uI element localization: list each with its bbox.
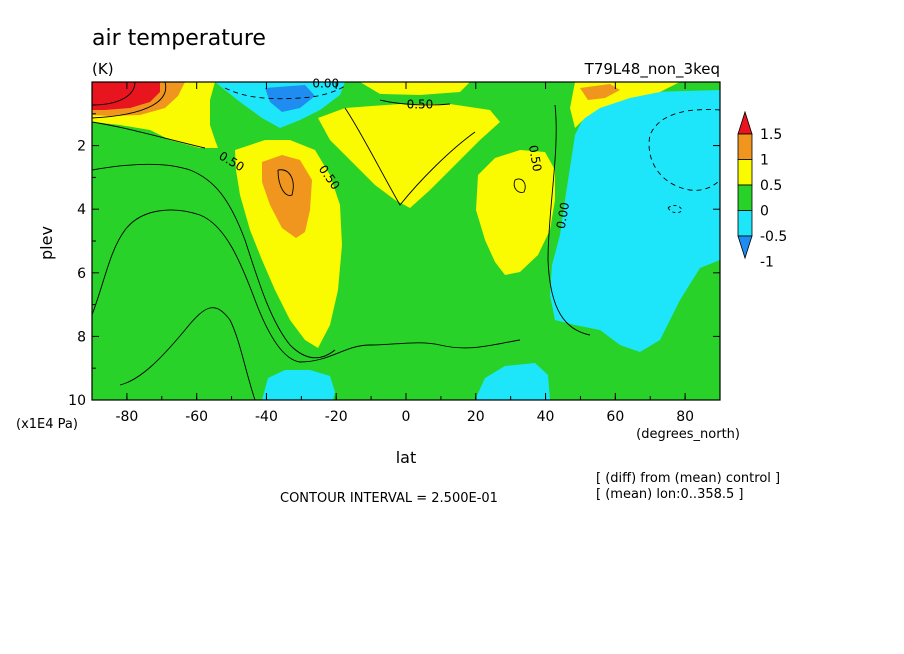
- colorbar-label: -1: [760, 255, 774, 271]
- x-tick-label: 80: [676, 409, 694, 425]
- colorbar-bottom-arrow: [737, 235, 753, 260]
- units-label: (K): [92, 60, 114, 78]
- chart-title: air temperature: [92, 26, 266, 51]
- contour-line-west-c: [92, 163, 336, 359]
- y-axis: 2 4 6 8 10: [68, 113, 720, 409]
- colorbar-top-arrow: [737, 110, 753, 135]
- fill-cyan-bottom-right: [475, 363, 550, 400]
- y-tick-label: 2: [77, 139, 86, 155]
- x-axis-title: lat: [396, 448, 417, 467]
- colorbar-segment: [737, 210, 753, 237]
- contour-line-tongue-inner: [277, 169, 294, 196]
- contour-line-east-inner: [513, 178, 526, 193]
- fill-cyan-bottom-left: [262, 370, 335, 400]
- x-tick-label: 60: [606, 409, 624, 425]
- note-mean: [ (mean) lon:0..358.5 ]: [596, 487, 744, 502]
- y-tick-label: 4: [77, 202, 86, 218]
- y-tick-label: 10: [68, 393, 86, 409]
- contour-line-top: [379, 99, 451, 106]
- contour-label: 0.00: [312, 77, 339, 91]
- colorbar: 1.5 1 0.5 0 -0.5 -1: [737, 110, 787, 271]
- fill-red-west: [92, 82, 160, 110]
- fill-yellow-center: [318, 104, 500, 208]
- contour-label: 0.50: [407, 97, 434, 111]
- contour-interval-text: CONTOUR INTERVAL = 2.500E-01: [280, 491, 498, 506]
- fill-yellow-topband: [360, 82, 470, 95]
- x-tick-label: -80: [115, 409, 138, 425]
- fill-orange-tongue: [262, 155, 312, 238]
- x-tick-label: 40: [537, 409, 555, 425]
- contour-label: 0.50: [526, 144, 544, 173]
- fill-orange-ne: [580, 84, 620, 100]
- contour-line-west-e: [92, 82, 167, 119]
- colorbar-segment: [737, 184, 753, 211]
- contour-field: [92, 82, 720, 400]
- x-tick-label: 0: [402, 409, 411, 425]
- x-tick-label: -60: [185, 409, 208, 425]
- colorbar-label: -0.5: [760, 229, 787, 245]
- contour-label: 0.00: [554, 201, 572, 230]
- y-tick-label: 8: [77, 329, 86, 345]
- contour-line-mid: [344, 107, 476, 206]
- y-tick-label: 6: [77, 266, 86, 282]
- colorbar-segment: [737, 133, 753, 160]
- x-tick-label: 20: [467, 409, 485, 425]
- fill-yellow-east: [476, 150, 555, 275]
- colorbar-label: 0: [760, 204, 769, 220]
- contour-line-west-d: [92, 121, 206, 149]
- y-axis-title: plev: [37, 226, 56, 260]
- contour-lines: [92, 82, 720, 400]
- fill-yellow-tongue: [235, 140, 342, 348]
- colorbar-label: 1.5: [760, 127, 782, 143]
- contour-line-west-a: [92, 209, 521, 363]
- contour-line-west-b: [119, 307, 256, 400]
- contour-line-dashed-ne: [648, 109, 720, 191]
- contour-line-west-f: [92, 82, 136, 106]
- fill-cyan-east: [550, 90, 720, 352]
- experiment-label: T79L48_non_3keq: [584, 60, 720, 79]
- x-tick-label: -40: [255, 409, 278, 425]
- contour-line-east-border: [547, 104, 591, 336]
- colorbar-label: 0.5: [760, 178, 782, 194]
- contour-line-dashed-top: [224, 85, 346, 100]
- x-axis-units: (degrees_north): [636, 427, 740, 442]
- colorbar-label: 1: [760, 153, 769, 169]
- colorbar-segment: [737, 159, 753, 186]
- x-axis: -80 -60 -40 -20 0 20 40 60 80: [91, 82, 721, 425]
- y-axis-units: (x1E4 Pa): [16, 417, 78, 432]
- x-tick-label: -20: [325, 409, 348, 425]
- note-diff: [ (diff) from (mean) control ]: [596, 471, 780, 486]
